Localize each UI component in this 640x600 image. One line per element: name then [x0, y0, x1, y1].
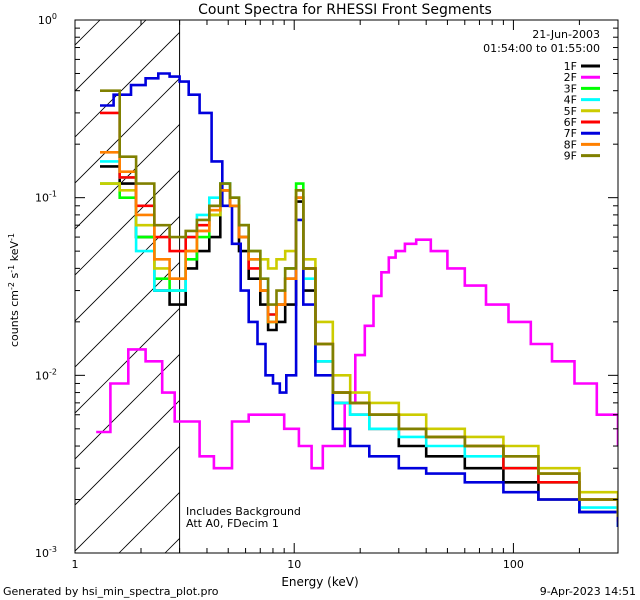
- hatch-line: [75, 261, 180, 368]
- series-5F-line: [100, 182, 618, 517]
- background-note: Includes Background: [186, 505, 301, 518]
- legend-label-6F: 6F: [564, 116, 577, 129]
- hatch-line: [75, 399, 180, 506]
- legend-label-9F: 9F: [564, 150, 577, 163]
- y-tick-label: 10-1: [35, 190, 57, 205]
- time-range-label: 01:54:00 to 01:55:00: [483, 42, 600, 55]
- hatch-line: [75, 445, 180, 552]
- hatch-line: [118, 491, 180, 553]
- series-layer: [96, 72, 618, 527]
- hatch-line: [75, 20, 147, 92]
- hatch-line: [75, 215, 180, 322]
- chart-title: Count Spectra for RHESSI Front Segments: [198, 2, 492, 18]
- attenuator-note: Att A0, FDecim 1: [186, 517, 279, 530]
- footer-generator: Generated by hsi_min_spectra_plot.pro: [3, 585, 219, 598]
- series-2F-line: [96, 238, 618, 470]
- legend-label-2F: 2F: [564, 71, 577, 84]
- hatch-line: [75, 307, 180, 414]
- legend-label-4F: 4F: [564, 94, 577, 107]
- legend-label-3F: 3F: [564, 82, 577, 95]
- series-9F-line: [100, 89, 618, 517]
- x-tick-label: 100: [503, 558, 524, 571]
- legend-label-8F: 8F: [564, 138, 577, 151]
- excluded-energy-hatch: [75, 20, 181, 553]
- footer-timestamp: 9-Apr-2023 14:51: [540, 585, 636, 598]
- legend-label-7F: 7F: [564, 127, 577, 140]
- series-3F-line: [100, 182, 618, 517]
- y-axis-label: counts cm-2 s-1 keV-1: [7, 233, 21, 347]
- y-tick-label: 100: [38, 12, 57, 27]
- legend-label-5F: 5F: [564, 105, 577, 118]
- x-axis-label: Energy (keV): [281, 575, 358, 589]
- series-6F-line: [100, 111, 618, 522]
- date-label: 21-Jun-2003: [532, 28, 600, 41]
- hatch-line: [75, 169, 180, 276]
- series-8F-line: [100, 151, 618, 517]
- x-tick-label: 10: [287, 558, 301, 571]
- y-tick-label: 10-2: [35, 367, 57, 382]
- legend-label-1F: 1F: [564, 60, 577, 73]
- series-7F-line: [100, 72, 618, 527]
- hatch-line: [75, 353, 180, 460]
- y-tick-label: 10-3: [35, 545, 57, 560]
- hatch-line: [75, 31, 180, 138]
- plot-frame: [74, 19, 619, 554]
- axis-ticks: 1 10 100 10-3 10-2 10-1 100: [35, 12, 619, 571]
- x-tick-label: 1: [72, 558, 79, 571]
